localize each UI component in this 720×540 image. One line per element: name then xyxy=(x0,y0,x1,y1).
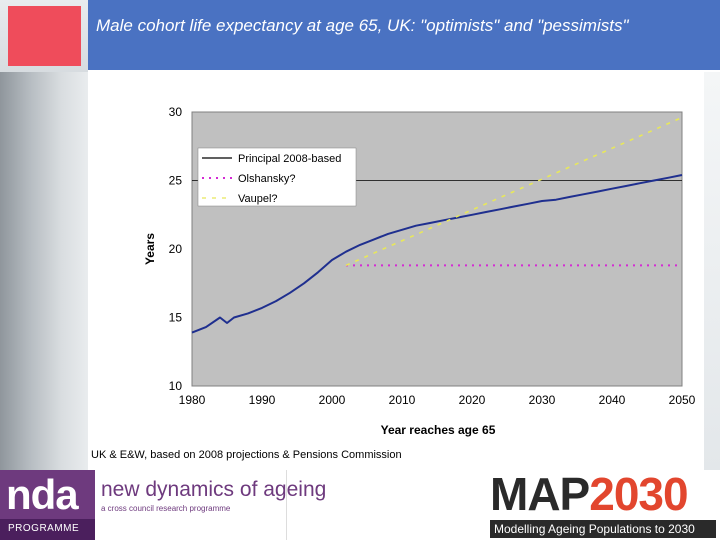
y-axis-label: Years xyxy=(143,233,157,265)
nda-brand-name: new dynamics of ageing xyxy=(101,478,327,501)
legend-label-olshansky: Olshansky? xyxy=(238,173,295,185)
series-line-principal-2008-based xyxy=(191,174,683,334)
map2030-logo: MAP2030 xyxy=(490,467,689,521)
2030-logo-part: 2030 xyxy=(589,468,688,520)
y-tick-label: 30 xyxy=(169,105,183,119)
nda-programme-label: PROGRAMME xyxy=(8,523,80,534)
x-tick-label: 2000 xyxy=(319,393,346,407)
x-tick-label: 2010 xyxy=(389,393,416,407)
x-tick-label: 1980 xyxy=(179,393,206,407)
chart-panel: 10 15 20 25 30 1980 1990 2000 2010 2020 2030 2040 2… xyxy=(88,72,704,470)
title-banner xyxy=(88,0,720,70)
left-decorative-strip xyxy=(0,72,88,470)
brand-red-square xyxy=(8,6,81,66)
x-tick-label: 2030 xyxy=(529,393,556,407)
y-tick-label: 20 xyxy=(169,242,183,256)
series-line-vaupel xyxy=(345,116,683,267)
y-tick-label: 15 xyxy=(169,311,183,325)
footer-divider xyxy=(286,470,287,540)
map-logo-part: MAP xyxy=(490,468,590,520)
x-tick-label: 1990 xyxy=(249,393,276,407)
x-axis-ticks: 1980 1990 2000 2010 2020 2030 2040 2050 xyxy=(179,393,696,407)
x-tick-label: 2020 xyxy=(459,393,486,407)
source-note: UK & E&W, based on 2008 projections & Pe… xyxy=(91,449,402,461)
series-layer xyxy=(191,116,683,334)
y-tick-label: 25 xyxy=(169,174,183,188)
x-tick-label: 2050 xyxy=(669,393,696,407)
right-decorative-strip xyxy=(704,72,720,470)
chart-legend: Principal 2008-based Olshansky? Vaupel? xyxy=(197,147,357,207)
nda-programme-bar xyxy=(0,519,95,540)
legend-label-vaupel: Vaupel? xyxy=(238,193,278,205)
slide-title: Male cohort life expectancy at age 65, U… xyxy=(96,16,629,35)
life-expectancy-chart: 10 15 20 25 30 1980 1990 2000 2010 2020 2030 2040 2… xyxy=(132,78,702,448)
legend-label-principal: Principal 2008-based xyxy=(238,153,341,165)
y-axis-ticks: 10 15 20 25 30 xyxy=(169,105,183,393)
nda-logo-text: nda xyxy=(6,471,79,518)
x-axis-label: Year reaches age 65 xyxy=(381,423,496,437)
nda-brand-subtitle: a cross council research programme xyxy=(101,504,231,513)
map2030-tagline: Modelling Ageing Populations to 2030 xyxy=(490,520,716,538)
y-tick-label: 10 xyxy=(169,379,183,393)
x-tick-label: 2040 xyxy=(599,393,626,407)
